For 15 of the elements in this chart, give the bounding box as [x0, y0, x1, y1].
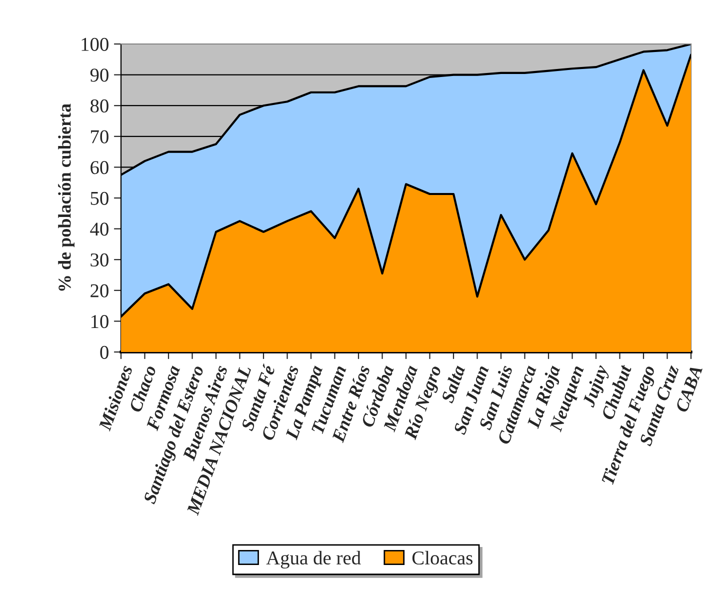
- legend-label: Cloacas: [412, 550, 472, 565]
- y-tick-label: 30: [90, 253, 108, 267]
- y-tick-label: 100: [82, 38, 108, 51]
- y-tick-label: 10: [91, 315, 108, 328]
- x-tick-label: Salta: [440, 364, 466, 404]
- y-tick-label: 80: [90, 99, 108, 113]
- y-tick-label: 70: [91, 130, 108, 144]
- y-tick-label: 40: [90, 222, 108, 236]
- y-tick-label: 20: [90, 284, 108, 298]
- y-tick-label: 60: [90, 161, 108, 174]
- y-tick-label: 90: [90, 68, 108, 82]
- legend-label: Agua de red: [266, 550, 361, 569]
- y-tick-label: 50: [90, 192, 108, 205]
- y-tick-label: 0: [100, 346, 108, 359]
- y-axis-title: % de población cubierta: [58, 104, 74, 291]
